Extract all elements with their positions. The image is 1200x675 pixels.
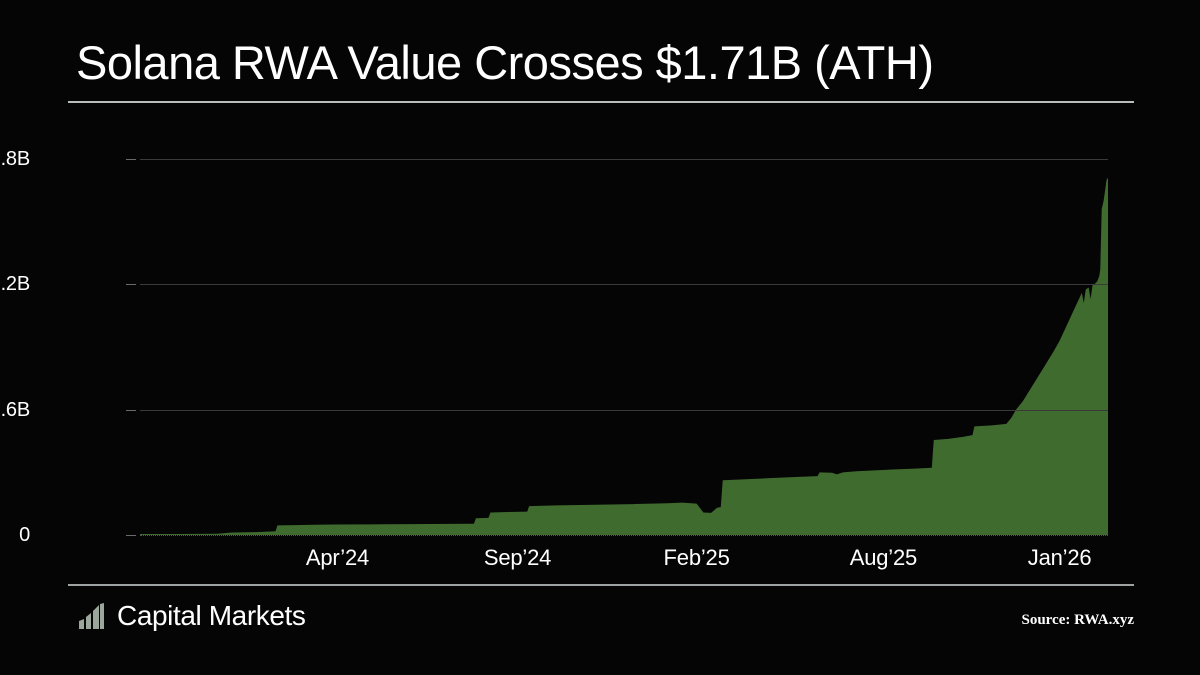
gridline-0	[140, 535, 1108, 536]
y-axis-tick-mark	[126, 409, 136, 411]
y-axis-label: 0	[19, 524, 30, 546]
brand-name: Capital Markets	[117, 600, 306, 631]
x-axis-labels: Apr’24 Sep’24 Feb’25 Aug’25 Jan’26	[140, 545, 1108, 585]
y-axis-tick-mark	[126, 535, 136, 536]
gridline-18b	[140, 159, 1108, 160]
gridline-12b	[140, 284, 1108, 286]
footer-divider	[68, 584, 1134, 586]
y-axis-label: $1.2B	[0, 273, 30, 296]
x-axis-label: Sep’24	[483, 545, 552, 570]
plot-region: $1.8B $1.2B $0.6B 0	[0, 148, 1108, 546]
y-axis-label: $0.6B	[0, 398, 30, 421]
gridline-06b	[140, 409, 1108, 411]
x-axis-label: Aug’25	[849, 545, 918, 570]
source-attribution: Source: RWA.xyz	[1021, 612, 1134, 628]
x-axis-label: Jan’26	[1027, 545, 1092, 570]
x-axis-label: Feb’25	[663, 545, 730, 570]
header: Solana RWA Value Crosses $1.71B (ATH)	[68, 36, 1134, 103]
brand: Capital Markets	[76, 600, 306, 632]
area-series-solana-rwa-value	[140, 177, 1108, 535]
y-axis-tick-mark	[126, 159, 136, 160]
area-fill	[140, 177, 1108, 535]
chart-area: $1.8B $1.2B $0.6B 0 Apr’24 Sep’24 Feb’25 Aug’2…	[0, 125, 1200, 575]
y-axis-label: $1.8B	[0, 148, 30, 170]
x-axis-label: Apr’24	[305, 545, 370, 570]
header-divider	[68, 100, 1134, 103]
y-axis-tick-mark	[126, 284, 136, 286]
page-title: Solana RWA Value Crosses $1.71B (ATH)	[76, 36, 934, 89]
footer: Capital Markets Source: RWA.xyz	[68, 584, 1134, 640]
bar-chart-icon	[79, 603, 104, 629]
